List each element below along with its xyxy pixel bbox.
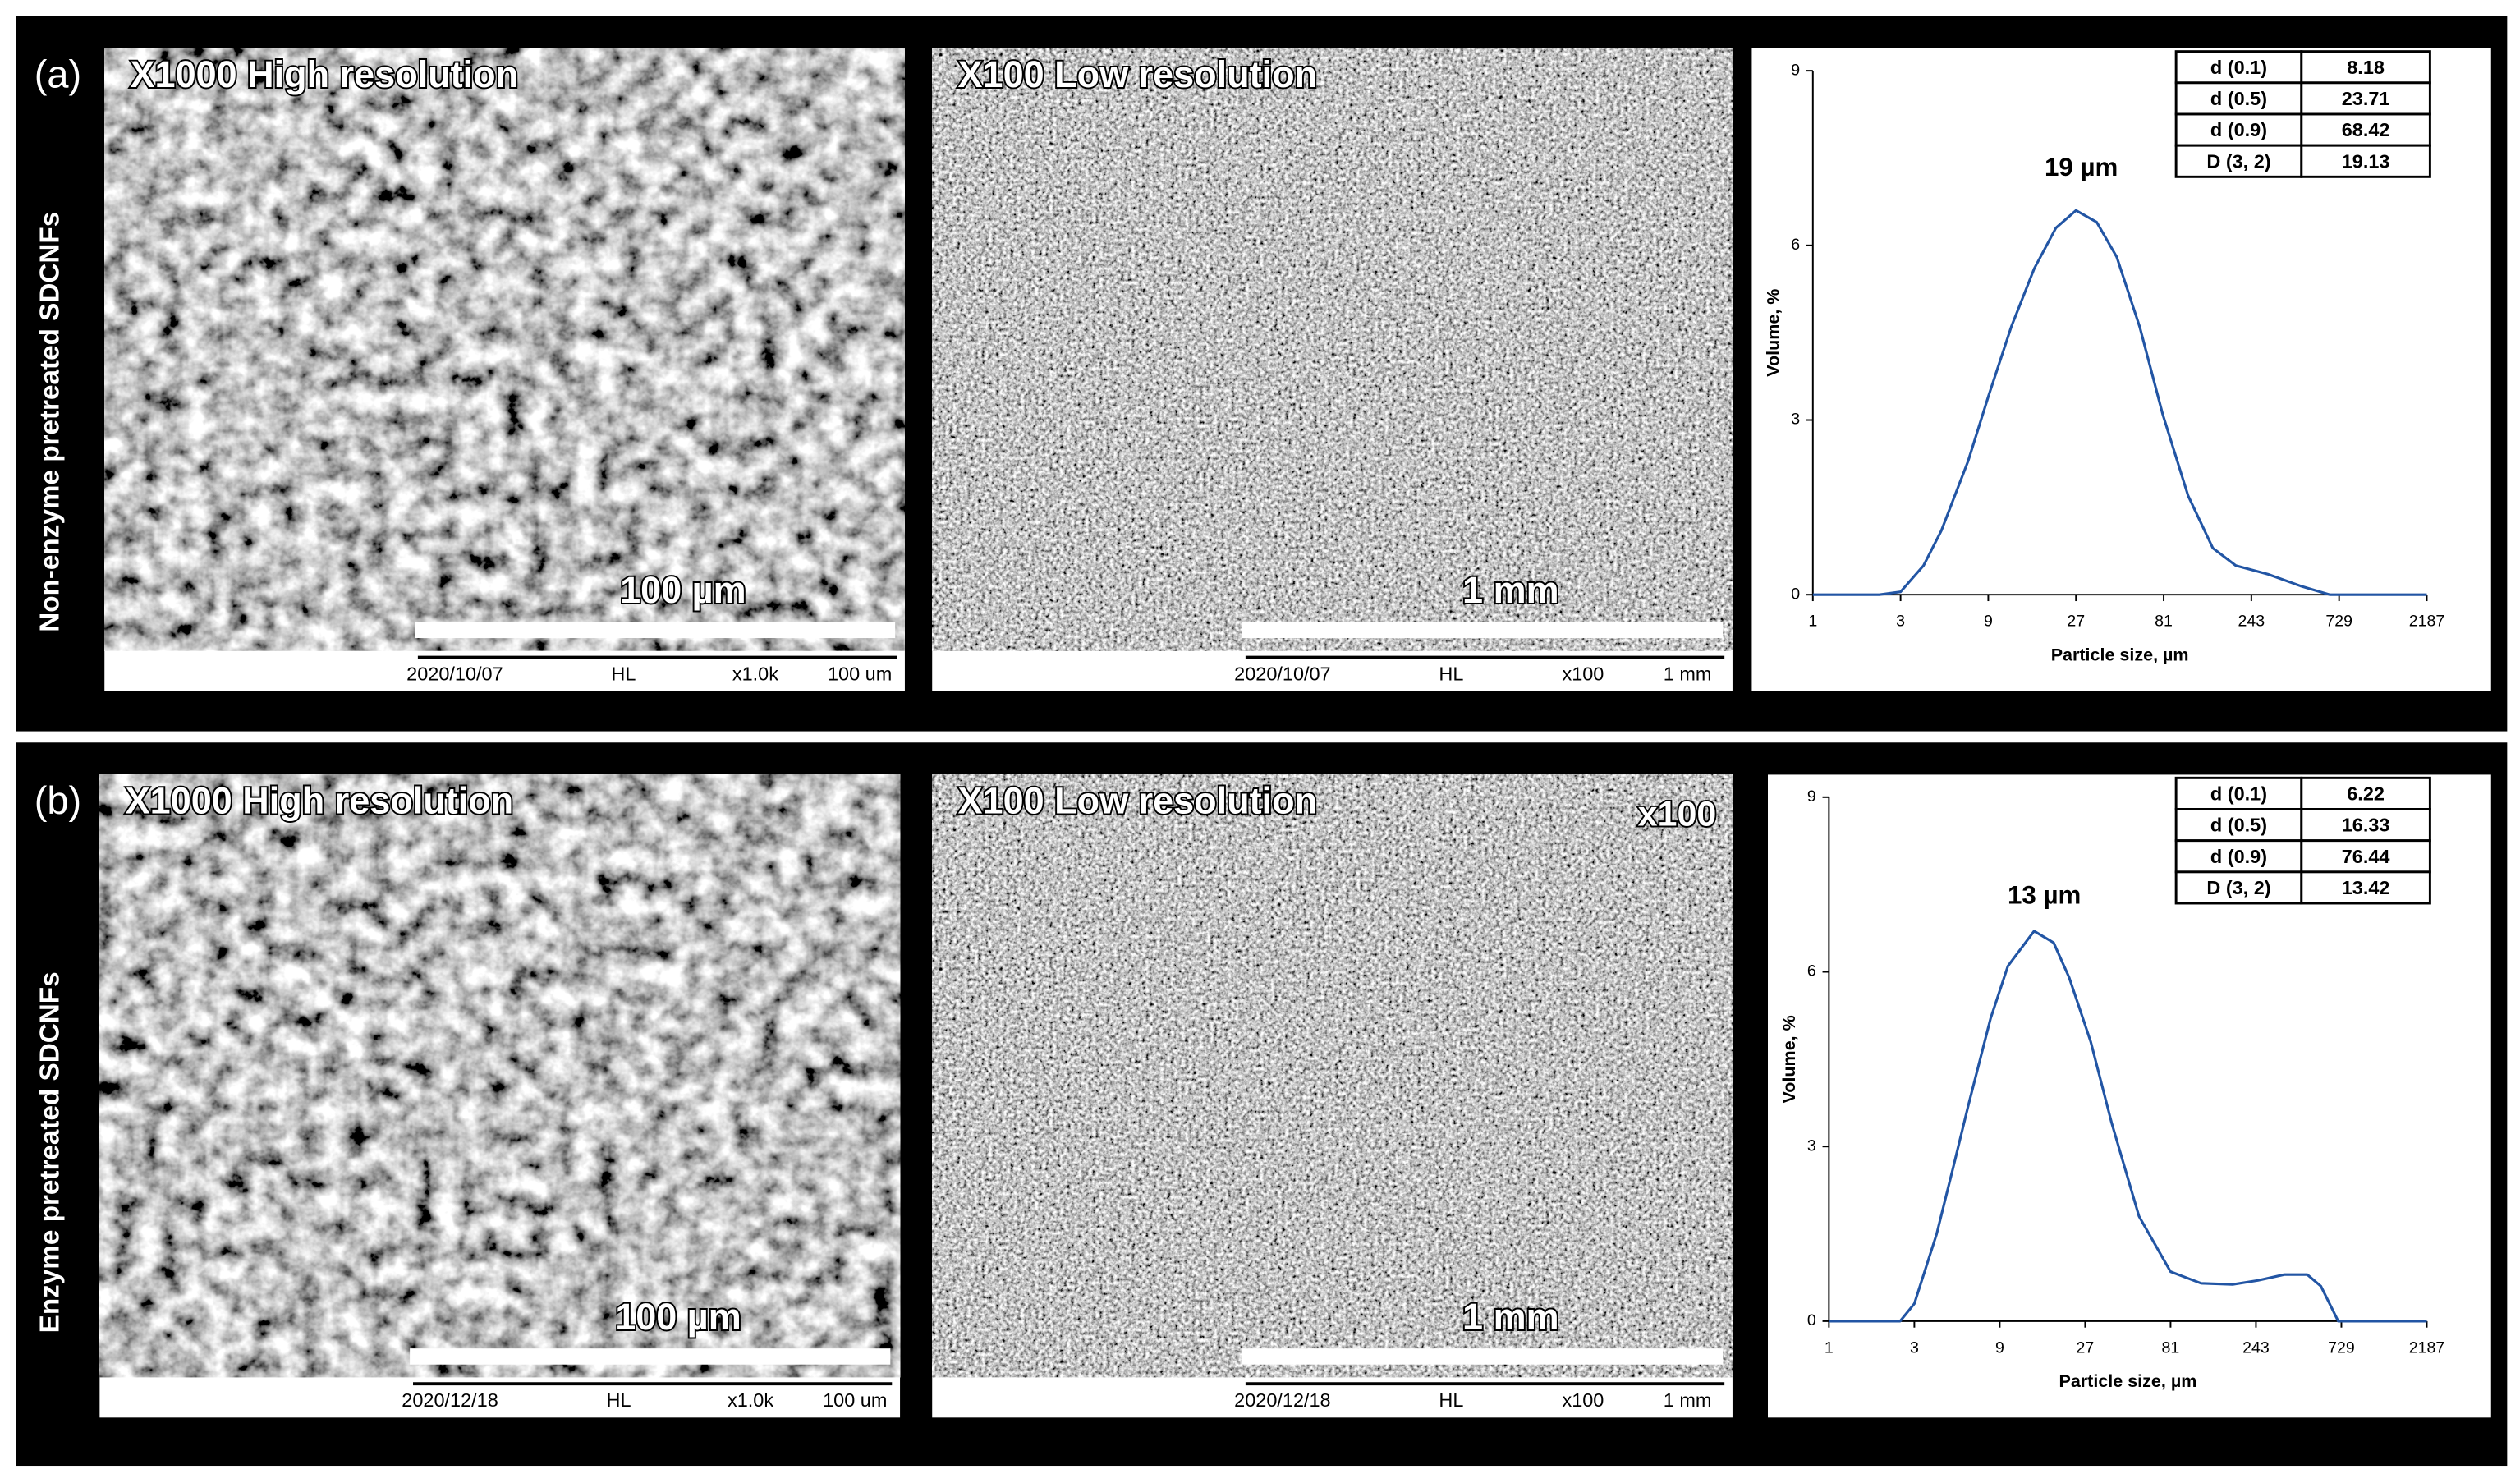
table-text: d (0.9) xyxy=(2210,119,2267,140)
image-title: X1000 High resolution xyxy=(131,53,519,95)
table-cell xyxy=(2300,112,2431,147)
scale-label: 1 mm xyxy=(1462,1296,1559,1338)
footer-text: HL xyxy=(1439,1389,1463,1411)
scale-label: 100 µm xyxy=(620,569,746,611)
scale-bar xyxy=(1242,1348,1724,1365)
footer-text: HL xyxy=(607,1389,631,1411)
footer-text: x1.0k xyxy=(728,1389,773,1411)
scale-bar xyxy=(410,1348,891,1365)
y-tick-label: 3 xyxy=(1791,411,1800,429)
table-text: d (0.1) xyxy=(2210,57,2267,78)
y-tick-label: 9 xyxy=(1807,787,1816,806)
x-tick-label: 9 xyxy=(1995,1338,2004,1357)
table-text: 16.33 xyxy=(2342,815,2390,836)
x-tick-label: 27 xyxy=(2067,613,2085,631)
y-tick-label: 0 xyxy=(1807,1311,1816,1329)
corner-label: x100 xyxy=(1638,795,1717,834)
x-tick-label: 729 xyxy=(2325,613,2352,631)
y-tick-label: 6 xyxy=(1791,236,1800,254)
scale-label: 100 µm xyxy=(615,1296,741,1338)
table-text: d (0.9) xyxy=(2210,846,2267,867)
y-tick-label: 6 xyxy=(1807,962,1816,980)
footer-text: 2020/12/18 xyxy=(1234,1389,1330,1411)
footer-text: 100 um xyxy=(828,663,892,684)
footer-text: x100 xyxy=(1562,663,1604,684)
table-text: 23.71 xyxy=(2342,88,2390,109)
x-axis-label: Particle size, µm xyxy=(2051,645,2189,664)
footer-text: HL xyxy=(611,663,636,684)
table-cell xyxy=(2300,81,2431,116)
table-text: 19.13 xyxy=(2342,150,2390,172)
table-text: d (0.5) xyxy=(2210,815,2267,836)
table-text: 13.42 xyxy=(2342,877,2390,898)
x-tick-label: 243 xyxy=(2242,1338,2270,1357)
panel-label: (a) xyxy=(34,52,81,95)
data-line xyxy=(1829,930,2427,1323)
annotation: 13 µm xyxy=(2008,880,2081,909)
x-tick-label: 2187 xyxy=(2409,613,2445,631)
image-title: X100 Low resolution xyxy=(958,53,1318,95)
table-text: d (0.5) xyxy=(2210,88,2267,109)
annotation: 19 µm xyxy=(2045,153,2118,181)
image-title: X100 Low resolution xyxy=(958,780,1318,822)
image-title: X1000 High resolution xyxy=(126,780,514,822)
table-cell xyxy=(2300,50,2431,85)
footer-text: 2020/10/07 xyxy=(406,663,503,684)
table-cell xyxy=(2300,776,2431,810)
sem-image xyxy=(104,48,905,651)
x-tick-label: 9 xyxy=(1984,613,1993,631)
table-cell xyxy=(2300,808,2431,843)
side-label: Non-enzyme pretreated SDCNFs xyxy=(34,212,65,632)
sem-image xyxy=(99,774,901,1378)
table-text: 8.18 xyxy=(2347,57,2385,78)
table-text: 68.42 xyxy=(2342,119,2390,140)
scale-label: 1 mm xyxy=(1462,569,1559,611)
side-label: Enzyme pretreated SDCNFs xyxy=(34,971,65,1333)
y-tick-label: 9 xyxy=(1791,61,1800,79)
footer-text: 2020/12/18 xyxy=(402,1389,498,1411)
y-axis-label: Volume, % xyxy=(1764,289,1783,377)
footer-text: 2020/10/07 xyxy=(1234,663,1330,684)
scale-bar xyxy=(414,622,896,639)
panel-label: (b) xyxy=(34,778,81,822)
x-tick-label: 1 xyxy=(1825,1338,1834,1357)
y-tick-label: 0 xyxy=(1791,585,1800,603)
table-cell xyxy=(2174,808,2303,843)
x-tick-label: 2187 xyxy=(2409,1338,2445,1357)
table-cell xyxy=(2174,144,2303,178)
table-cell xyxy=(2300,144,2431,178)
footer-text: 1 mm xyxy=(1664,1389,1712,1411)
table-cell xyxy=(2174,870,2303,905)
sem-image xyxy=(932,774,1733,1378)
x-tick-label: 27 xyxy=(2077,1338,2095,1357)
x-axis-label: Particle size, µm xyxy=(2059,1371,2196,1391)
scale-bar xyxy=(1242,622,1724,639)
table-text: 76.44 xyxy=(2342,846,2390,867)
footer-text: 100 um xyxy=(823,1389,887,1411)
x-tick-label: 3 xyxy=(1910,1338,1919,1357)
data-line xyxy=(1812,209,2427,596)
x-tick-label: 729 xyxy=(2328,1338,2355,1357)
x-tick-label: 3 xyxy=(1896,613,1905,631)
x-tick-label: 81 xyxy=(2162,1338,2180,1357)
x-tick-label: 81 xyxy=(2155,613,2173,631)
y-tick-label: 3 xyxy=(1807,1136,1816,1155)
table-text: 6.22 xyxy=(2347,783,2385,805)
sem-image xyxy=(932,48,1733,651)
table-cell xyxy=(2174,112,2303,147)
table-text: D (3, 2) xyxy=(2206,150,2270,172)
footer-text: 1 mm xyxy=(1664,663,1712,684)
x-tick-label: 243 xyxy=(2238,613,2265,631)
y-axis-label: Volume, % xyxy=(1779,1015,1799,1103)
table-text: D (3, 2) xyxy=(2206,877,2270,898)
x-tick-label: 1 xyxy=(1808,613,1817,631)
table-cell xyxy=(2300,870,2431,905)
footer-text: HL xyxy=(1439,663,1463,684)
table-text: d (0.1) xyxy=(2210,783,2267,805)
footer-text: x1.0k xyxy=(732,663,778,684)
footer-text: x100 xyxy=(1562,1389,1604,1411)
